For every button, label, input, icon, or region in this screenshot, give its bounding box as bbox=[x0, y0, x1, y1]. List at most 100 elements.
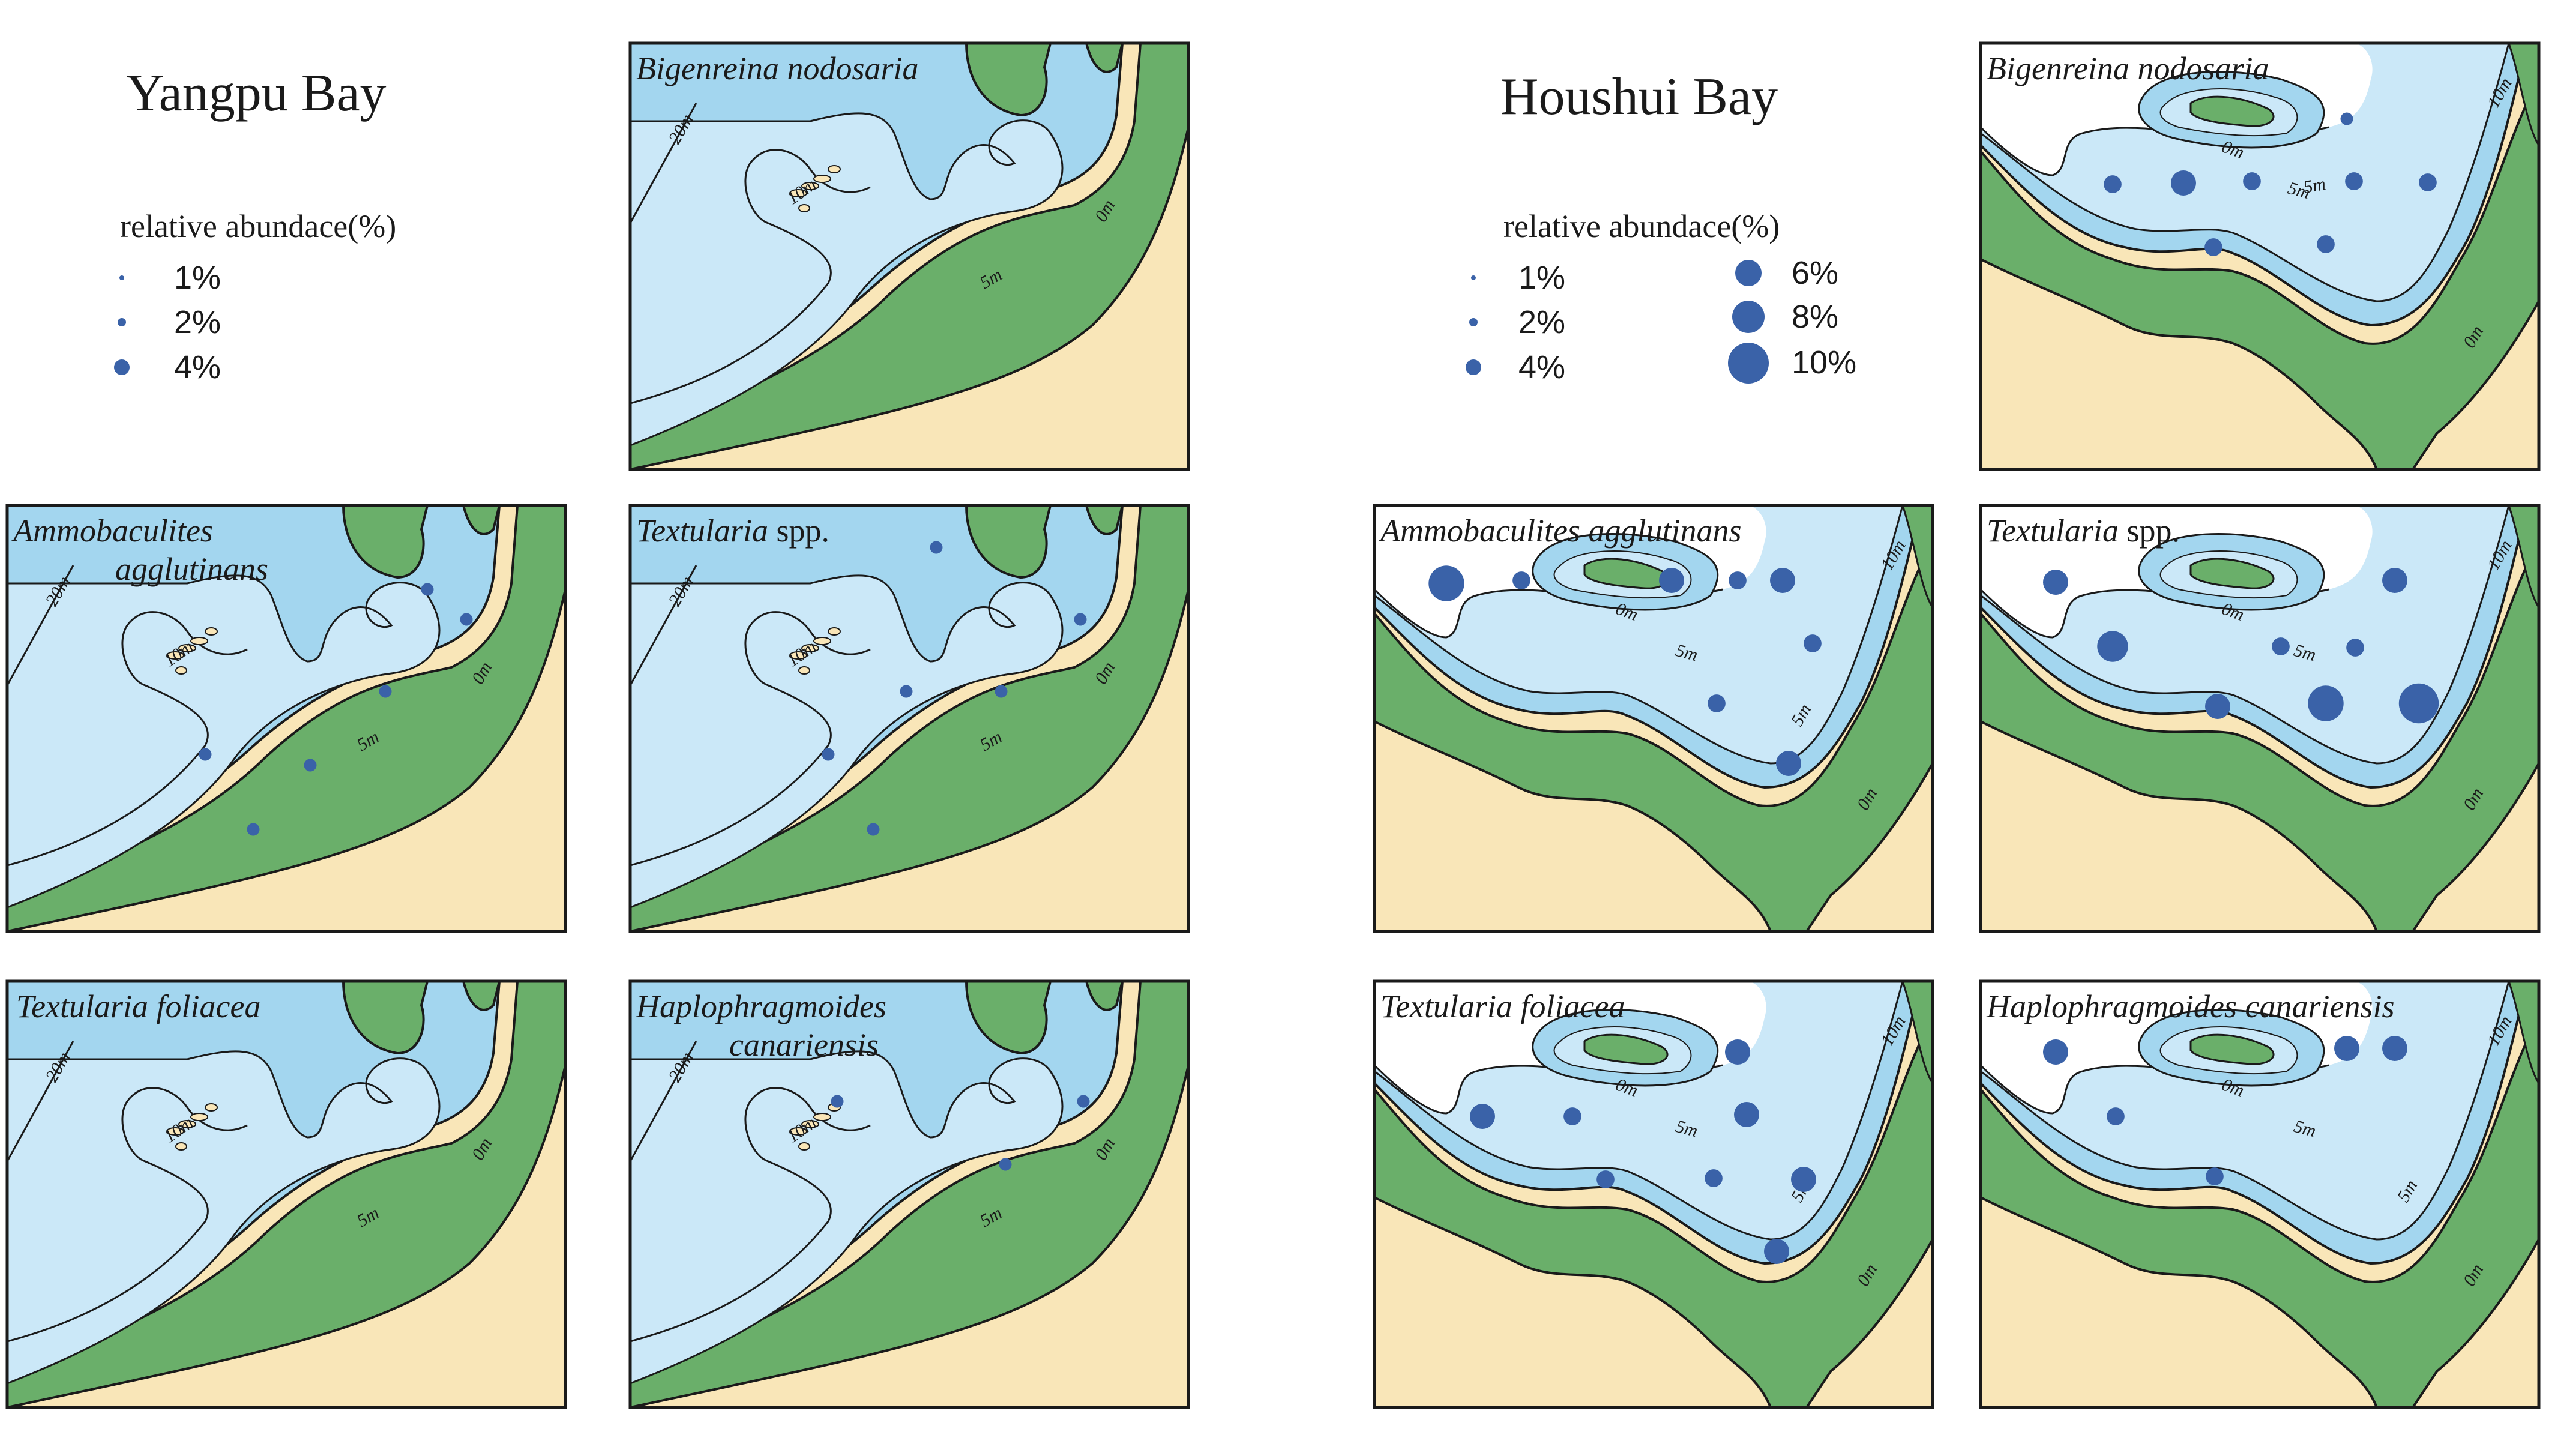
sample-dot bbox=[2043, 1039, 2068, 1065]
sample-dot bbox=[2334, 1036, 2359, 1061]
species-name: Textularia bbox=[636, 513, 768, 549]
species-name: Haplophragmoides canariensis bbox=[1986, 988, 2394, 1024]
map-panel: 10m 5m 0m 0m Textularia spp. bbox=[1981, 505, 2539, 931]
houshui-legend-heading: relative abundace(%) bbox=[1503, 208, 1780, 244]
species-name: Ammobaculites agglutinans bbox=[1379, 513, 1741, 549]
map-panel: 20m 10m 5m 0m Bigenreina nodosaria bbox=[630, 43, 1188, 469]
legend-dot-2 bbox=[1469, 318, 1478, 326]
legend-label-4: 4% bbox=[174, 349, 221, 385]
houshui-legend: 1% 2% 4% 6% 8% 10% bbox=[1466, 255, 1856, 385]
legend-label-10: 10% bbox=[1792, 344, 1856, 381]
species-name: Textularia foliacea bbox=[16, 988, 260, 1024]
legend-label-2: 2% bbox=[174, 304, 221, 340]
map-panel: 10m 5m 5m 0m 0m Haplophragmoides canarie… bbox=[1981, 981, 2539, 1407]
yangpu-legend-heading: relative abundace(%) bbox=[120, 208, 396, 244]
sample-dot bbox=[421, 583, 434, 596]
panel-title: Haplophragmoides canariensis bbox=[1986, 988, 2394, 1024]
sample-dot bbox=[2043, 570, 2068, 595]
sample-dots bbox=[2043, 568, 2439, 724]
sample-dots bbox=[822, 541, 1087, 836]
sample-dot bbox=[247, 823, 260, 836]
sample-dot bbox=[2272, 637, 2290, 655]
sample-dot bbox=[2317, 235, 2335, 253]
contour-label-5m: 5m bbox=[2302, 174, 2327, 197]
panel-title-line2: canariensis bbox=[729, 1027, 879, 1063]
panel-title: Bigenreina nodosaria bbox=[636, 50, 918, 86]
map-panel: 20m 10m 5m 0m Textularia foliacea bbox=[7, 981, 565, 1407]
sample-dot bbox=[1470, 1104, 1495, 1129]
sample-dots bbox=[2043, 1036, 2407, 1185]
legend-dot-6 bbox=[1735, 260, 1762, 286]
map-panel: 10m 5m 5m 0m 0m Textularia foliacea bbox=[1374, 981, 1933, 1407]
map-panel: 10m 5m 5m 0m 0m Ammobaculites agglutinan… bbox=[1374, 505, 1933, 931]
panel-title: Textularia foliacea bbox=[1380, 988, 1625, 1024]
sample-dots bbox=[1470, 1039, 1816, 1264]
sample-dot bbox=[900, 685, 913, 698]
panel-title: Ammobaculites bbox=[11, 513, 213, 549]
sample-dot bbox=[2104, 175, 2122, 193]
sample-dot bbox=[1428, 565, 1464, 601]
sample-dot bbox=[1770, 568, 1795, 593]
sample-dot bbox=[2382, 1036, 2407, 1061]
map-panel: 20m 10m 5m 0m Textularia spp. bbox=[630, 505, 1188, 931]
sample-dot bbox=[1729, 571, 1747, 589]
species-suffix: spp. bbox=[777, 513, 830, 549]
houshui-bay-title: Houshui Bay bbox=[1500, 68, 1778, 126]
sample-dot bbox=[1725, 1039, 1750, 1065]
sample-dot bbox=[199, 748, 212, 761]
sample-dot bbox=[1596, 1170, 1615, 1188]
species-name: Haplophragmoides bbox=[636, 988, 886, 1024]
species-name: Textularia foliacea bbox=[1380, 988, 1625, 1024]
sample-dot bbox=[2107, 1107, 2125, 1125]
legend-dot-4 bbox=[114, 359, 130, 375]
sample-dot bbox=[2204, 238, 2222, 256]
sample-dots bbox=[1428, 565, 1822, 776]
sample-dot bbox=[930, 541, 943, 554]
sample-dot bbox=[1791, 1167, 1816, 1192]
legend-dot-10 bbox=[1728, 343, 1769, 384]
sample-dot bbox=[2243, 172, 2261, 190]
map-panel: 20m 10m 5m 0m Ammobaculites agglutinans bbox=[7, 505, 565, 931]
sample-dot bbox=[2205, 694, 2230, 719]
legend-label-1: 1% bbox=[174, 260, 221, 296]
sample-dot bbox=[831, 1095, 844, 1108]
sample-dots bbox=[2104, 112, 2437, 256]
sample-dot bbox=[1563, 1107, 1581, 1125]
legend-dot-4 bbox=[1466, 359, 1481, 375]
sample-dot bbox=[1776, 751, 1801, 776]
panel-title: Textularia foliacea bbox=[16, 988, 260, 1024]
sample-dot bbox=[2171, 170, 2196, 196]
sample-dot bbox=[999, 1158, 1012, 1171]
panel-title-line2: agglutinans bbox=[115, 551, 268, 587]
legend-label-2: 2% bbox=[1518, 304, 1565, 340]
sample-dot bbox=[1764, 1239, 1789, 1264]
sample-dot bbox=[2346, 639, 2364, 657]
species-name: Ammobaculites bbox=[11, 513, 213, 549]
legend-label-6: 6% bbox=[1792, 255, 1838, 291]
species-name: Bigenreina nodosaria bbox=[1987, 50, 2269, 86]
legend-dot-2 bbox=[118, 318, 126, 326]
sample-dot bbox=[1804, 634, 1822, 652]
sample-dot bbox=[460, 613, 473, 626]
yangpu-legend: 1% 2% 4% bbox=[114, 260, 221, 385]
sample-dot bbox=[1708, 694, 1726, 712]
sample-dot bbox=[1705, 1169, 1723, 1187]
sample-dot bbox=[1074, 613, 1087, 626]
legend-dot-8 bbox=[1732, 301, 1765, 333]
sample-dot bbox=[2308, 685, 2344, 721]
panel-title: Haplophragmoides bbox=[636, 988, 886, 1024]
sample-dot bbox=[2340, 112, 2353, 125]
sample-dot bbox=[304, 759, 317, 772]
legend-label-8: 8% bbox=[1792, 299, 1838, 335]
sample-dot bbox=[2345, 172, 2363, 190]
species-name: Textularia bbox=[1987, 513, 2119, 549]
sample-dot bbox=[2206, 1167, 2224, 1185]
panel-title: Textularia spp. bbox=[1987, 513, 2180, 549]
species-suffix: spp. bbox=[2127, 513, 2180, 549]
sample-dot bbox=[995, 685, 1008, 698]
legend-label-4: 4% bbox=[1518, 349, 1565, 385]
sample-dots bbox=[199, 583, 473, 836]
map-panel: 20m 10m 5m 0m Haplophragmoides canariens… bbox=[630, 981, 1188, 1407]
legend-dot-1 bbox=[1471, 275, 1476, 280]
